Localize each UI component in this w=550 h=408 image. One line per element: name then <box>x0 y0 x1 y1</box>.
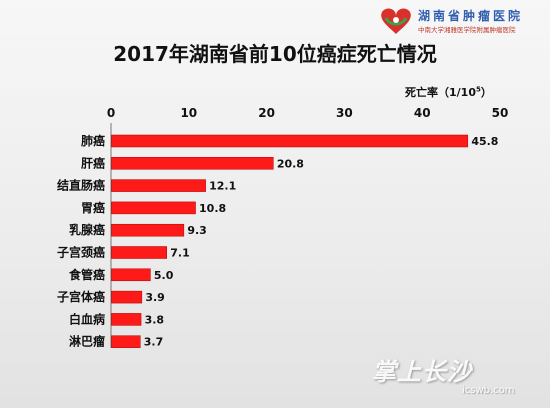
bar <box>111 157 274 170</box>
category-label: 胃癌 <box>81 200 105 215</box>
data-label: 20.8 <box>277 157 304 170</box>
bar <box>111 290 143 304</box>
data-label: 3.7 <box>144 336 164 349</box>
category-label: 肝癌 <box>81 155 105 170</box>
watermark-url: icswb.com <box>462 385 515 396</box>
category-label: 食管癌 <box>68 267 105 282</box>
bar <box>111 313 142 326</box>
data-label: 10.8 <box>199 202 226 215</box>
category-label: 结直肠癌 <box>57 178 105 193</box>
hospital-name: 湖南省肿瘤医院 <box>418 9 524 23</box>
watermark-text: 掌上长沙 <box>372 358 472 386</box>
data-label: 7.1 <box>170 247 190 260</box>
value-axis-label-exponent: 5 <box>475 85 481 94</box>
hospital-emblem-icon <box>381 8 411 34</box>
chart-title: 2017年湖南省前10位癌症死亡情况 <box>113 42 437 66</box>
hospital-logo: 湖南省肿瘤医院 中南大学湘雅医学院附属肿瘤医院 <box>376 4 546 38</box>
category-label: 乳腺癌 <box>69 222 105 237</box>
x-tick-label: 10 <box>180 106 197 120</box>
data-label: 3.9 <box>145 291 165 304</box>
x-tick-label: 50 <box>492 106 509 120</box>
data-label: 3.8 <box>145 313 165 326</box>
category-label: 子宫颈癌 <box>57 245 105 260</box>
data-label: 12.1 <box>209 180 236 193</box>
category-label: 肺癌 <box>81 133 105 148</box>
bar <box>111 179 206 192</box>
category-label: 子宫体癌 <box>57 289 105 304</box>
bar <box>111 201 196 215</box>
x-tick-label: 30 <box>336 106 353 120</box>
x-tick-label: 0 <box>107 106 115 120</box>
value-axis-label-prefix: 死亡率（1/10 <box>405 86 476 99</box>
bar <box>111 268 151 282</box>
value-axis-label: 死亡率（1/105） <box>405 84 492 100</box>
bar <box>111 134 469 148</box>
hospital-subtitle: 中南大学湘雅医学院附属肿瘤医院 <box>418 26 516 34</box>
data-label: 9.3 <box>187 224 207 237</box>
category-label: 淋巴瘤 <box>69 334 105 349</box>
data-label: 5.0 <box>154 269 174 282</box>
x-tick-label: 20 <box>258 106 275 120</box>
data-label: 45.8 <box>471 135 498 148</box>
bar <box>111 246 167 259</box>
value-axis-label-suffix: ） <box>480 86 492 99</box>
category-label: 白血病 <box>69 311 105 326</box>
x-tick-label: 40 <box>414 106 431 120</box>
bar <box>111 335 141 348</box>
bar <box>111 223 185 237</box>
